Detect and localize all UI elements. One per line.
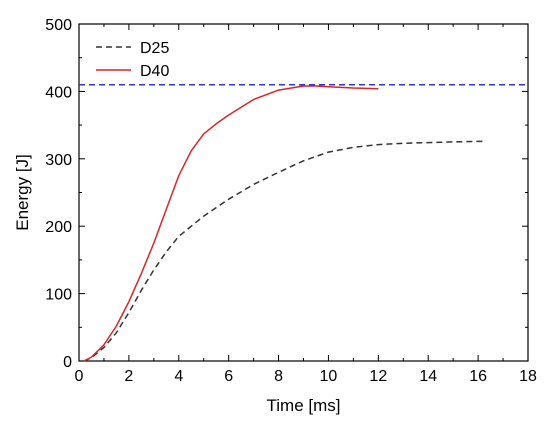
y-tick-label: 0 <box>63 354 72 371</box>
x-tick-label: 12 <box>369 368 387 385</box>
y-axis-title: Energy [J] <box>13 154 32 231</box>
y-tick-label: 200 <box>45 219 72 236</box>
x-tick-label: 10 <box>320 368 338 385</box>
y-tick-label: 300 <box>45 152 72 169</box>
x-tick-label: 18 <box>519 368 537 385</box>
x-tick-label: 16 <box>469 368 487 385</box>
x-tick-label: 14 <box>419 368 437 385</box>
x-tick-label: 0 <box>75 368 84 385</box>
y-tick-label: 500 <box>45 17 72 34</box>
series-line-d40 <box>83 85 379 362</box>
series-layer <box>79 83 528 362</box>
x-tick-label: 6 <box>224 368 233 385</box>
y-axis: 0 100 200 300 400 500 <box>45 17 528 371</box>
x-tick-label: 4 <box>174 368 183 385</box>
series-line-d25 <box>83 140 484 362</box>
legend-label-d40: D40 <box>140 63 169 80</box>
x-tick-label: 2 <box>124 368 133 385</box>
y-tick-label: 100 <box>45 287 72 304</box>
x-axis-title: Time [ms] <box>267 396 341 415</box>
x-tick-label: 8 <box>274 368 283 385</box>
y-tick-label: 400 <box>45 84 72 101</box>
legend-label-d25: D25 <box>140 40 169 57</box>
x-axis: 0 2 4 6 8 10 12 14 16 18 <box>75 24 537 385</box>
